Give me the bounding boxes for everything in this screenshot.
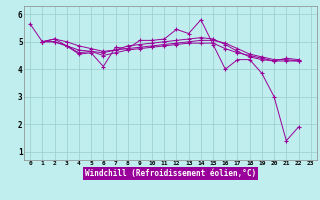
X-axis label: Windchill (Refroidissement éolien,°C): Windchill (Refroidissement éolien,°C) — [85, 169, 256, 178]
